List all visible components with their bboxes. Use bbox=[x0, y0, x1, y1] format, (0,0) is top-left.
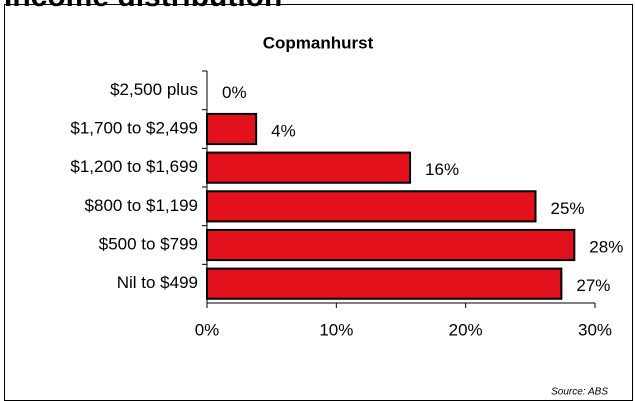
value-label: 28% bbox=[589, 237, 623, 256]
value-label: 4% bbox=[271, 121, 296, 140]
value-label: 27% bbox=[576, 276, 610, 295]
chart-subtitle: Copmanhurst bbox=[263, 33, 374, 52]
bar bbox=[206, 112, 258, 146]
bar bbox=[206, 267, 563, 300]
y-tick-label: $500 to $799 bbox=[99, 234, 198, 253]
value-label: 25% bbox=[551, 199, 585, 218]
source-note: Source: ABS bbox=[551, 387, 608, 398]
x-tick-label: 20% bbox=[449, 320, 483, 339]
value-label: 16% bbox=[425, 160, 459, 179]
value-label: 0% bbox=[222, 83, 247, 102]
x-tick-label: 0% bbox=[195, 320, 220, 339]
bar bbox=[206, 228, 576, 262]
y-tick-label: $1,700 to $2,499 bbox=[70, 118, 198, 137]
y-tick-label: $800 to $1,199 bbox=[85, 196, 198, 215]
y-tick-label: $2,500 plus bbox=[110, 80, 198, 99]
bar bbox=[206, 190, 537, 223]
x-tick-label: 10% bbox=[319, 320, 353, 339]
chart-title: Income distribution bbox=[4, 0, 282, 13]
bar bbox=[206, 151, 412, 184]
y-tick-label: $1,200 to $1,699 bbox=[70, 157, 198, 176]
y-tick-label: Nil to $499 bbox=[117, 273, 198, 292]
x-tick-label: 30% bbox=[578, 320, 612, 339]
